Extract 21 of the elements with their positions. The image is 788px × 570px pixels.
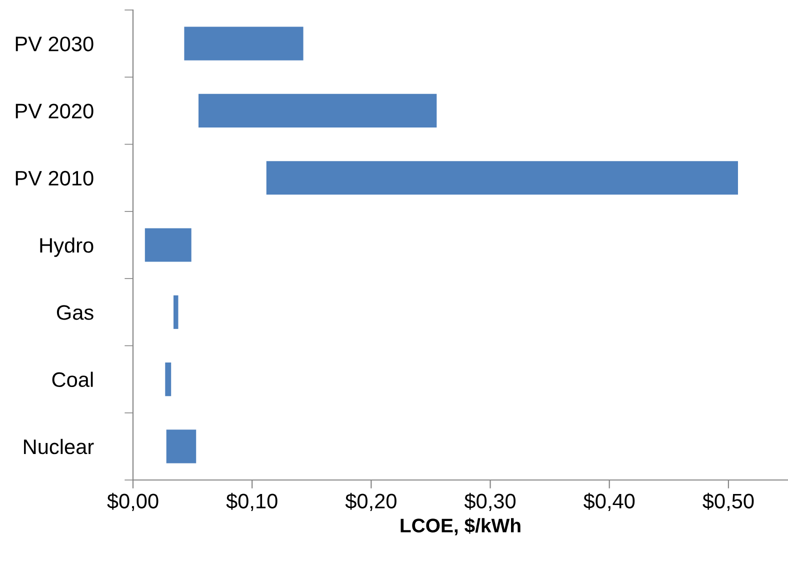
x-tick-label: $0,10 bbox=[226, 492, 278, 511]
bar bbox=[266, 161, 738, 195]
bar bbox=[184, 26, 304, 60]
x-tick-label: $0,20 bbox=[345, 492, 396, 511]
x-tick-label: $0,30 bbox=[464, 492, 516, 511]
x-tick-label: $0,50 bbox=[702, 492, 754, 511]
y-tick-label: Coal bbox=[52, 372, 93, 388]
bar bbox=[166, 430, 196, 464]
y-tick-label: PV 2030 bbox=[16, 36, 94, 52]
y-tick-label: Hydro bbox=[40, 237, 94, 257]
y-tick-label: Gas bbox=[56, 305, 94, 320]
x-tick-label: $0,40 bbox=[584, 492, 635, 511]
x-axis-title: LCOE, $/kWh bbox=[400, 518, 520, 536]
y-tick-label: PV 2010 bbox=[16, 170, 94, 186]
y-tick-label: Nuclear bbox=[24, 438, 94, 454]
bar bbox=[173, 295, 178, 329]
bar bbox=[198, 94, 437, 128]
y-tick-label: PV 2020 bbox=[16, 104, 94, 118]
x-tick-label: $0,00 bbox=[107, 492, 158, 511]
bar bbox=[165, 362, 172, 396]
bar bbox=[144, 228, 192, 262]
